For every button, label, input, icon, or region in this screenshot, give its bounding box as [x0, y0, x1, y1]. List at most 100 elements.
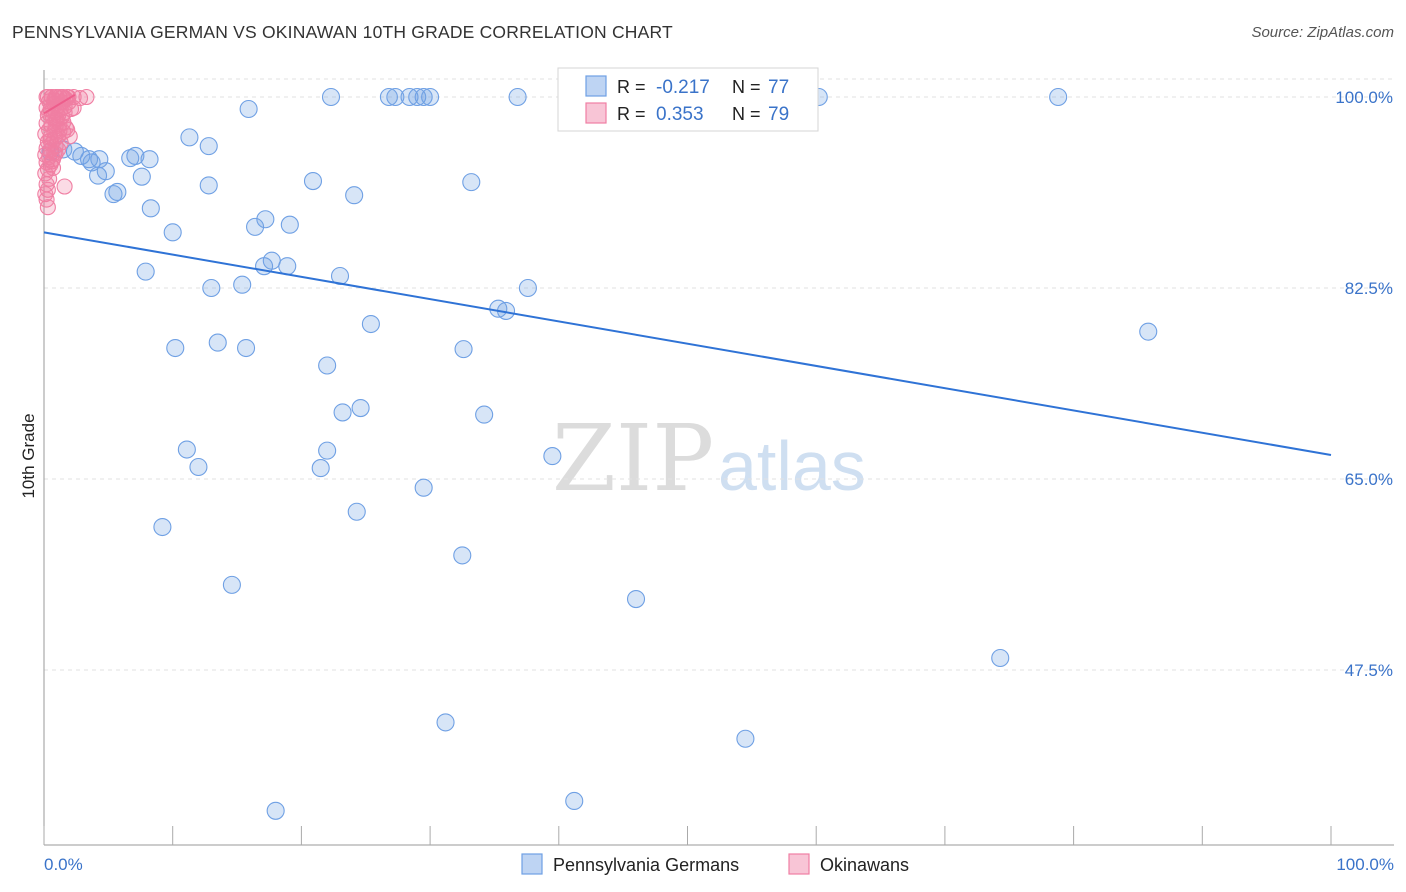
trendline-okinawans — [43, 93, 76, 115]
point-pennsylvania-germans — [475, 405, 494, 424]
source-label: Source: ZipAtlas.com — [1251, 24, 1394, 41]
point-pennsylvania-germans — [278, 257, 297, 276]
point-pennsylvania-germans — [318, 441, 337, 460]
y-axis-label: 10th Grade — [19, 413, 38, 498]
point-pennsylvania-germans — [414, 87, 433, 107]
point-pennsylvania-germans — [256, 210, 275, 229]
legend-swatch-pennsylvania-germans — [585, 75, 607, 97]
point-pennsylvania-germans — [239, 99, 258, 119]
watermark-atlas: atlas — [718, 427, 866, 505]
trendline-pennsylvania-germans — [43, 231, 1332, 456]
point-pennsylvania-germans — [199, 176, 218, 195]
point-okinawans — [47, 112, 64, 130]
point-pennsylvania-germans — [736, 729, 755, 748]
point-pennsylvania-germans — [351, 399, 370, 418]
point-okinawans — [78, 88, 95, 106]
point-pennsylvania-germans — [208, 333, 227, 352]
legend-r-label: R = — [617, 77, 646, 97]
point-pennsylvania-germans — [462, 173, 481, 192]
bottom-legend-label-okinawans: Okinawans — [820, 855, 909, 875]
point-pennsylvania-germans — [153, 517, 172, 537]
chart-title: PENNSYLVANIA GERMAN VS OKINAWAN 10TH GRA… — [12, 22, 673, 42]
point-pennsylvania-germans — [141, 199, 160, 218]
legend-swatch-okinawans — [585, 102, 607, 124]
point-okinawans — [39, 199, 56, 216]
point-pennsylvania-germans — [163, 223, 182, 242]
bottom-legend-label-pennsylvania-germans: Pennsylvania Germans — [553, 855, 739, 875]
point-pennsylvania-germans — [379, 87, 398, 107]
point-pennsylvania-germans — [303, 171, 323, 191]
point-pennsylvania-germans — [361, 314, 380, 334]
point-pennsylvania-germans — [518, 278, 537, 298]
bottom-legend: Pennsylvania Germans Okinawans — [521, 853, 909, 875]
legend-n-value-okinawans: 79 — [768, 104, 789, 125]
point-pennsylvania-germans — [246, 217, 265, 236]
point-pennsylvania-germans — [180, 128, 199, 147]
point-pennsylvania-germans — [202, 278, 221, 298]
y-tick-label: 65.0% — [1345, 470, 1393, 489]
point-pennsylvania-germans — [262, 251, 281, 270]
x-tick-label-max: 100.0% — [1336, 855, 1394, 874]
point-pennsylvania-germans — [1139, 322, 1158, 341]
point-pennsylvania-germans — [408, 87, 427, 107]
point-pennsylvania-germans — [222, 575, 241, 594]
legend-box — [557, 67, 819, 132]
legend-n-value-pennsylvania-germans: 77 — [768, 77, 789, 98]
point-pennsylvania-germans — [311, 459, 330, 478]
bottom-legend-swatch-pennsylvania-germans — [521, 853, 543, 875]
legend-r-value-okinawans: 0.353 — [656, 104, 704, 125]
point-pennsylvania-germans — [454, 340, 473, 359]
point-okinawans — [56, 178, 73, 195]
legend-n-label: N = — [732, 77, 761, 97]
point-pennsylvania-germans — [626, 590, 646, 609]
point-pennsylvania-germans — [177, 440, 196, 459]
point-pennsylvania-germans — [140, 150, 159, 169]
bottom-legend-swatch-okinawans — [788, 853, 810, 875]
x-tick-label-min: 0.0% — [44, 855, 83, 874]
point-pennsylvania-germans — [565, 791, 584, 811]
point-okinawans — [37, 186, 54, 203]
point-pennsylvania-germans — [132, 167, 151, 186]
point-pennsylvania-germans — [89, 166, 108, 185]
point-pennsylvania-germans — [333, 403, 352, 422]
point-pennsylvania-germans — [436, 713, 455, 732]
point-pennsylvania-germans — [414, 478, 433, 497]
point-pennsylvania-germans — [318, 356, 337, 375]
point-pennsylvania-germans — [237, 338, 256, 358]
point-pennsylvania-germans — [345, 186, 364, 205]
point-pennsylvania-germans — [126, 146, 145, 165]
y-tick-label: 47.5% — [1345, 661, 1393, 680]
point-pennsylvania-germans — [266, 801, 285, 820]
point-pennsylvania-germans — [1049, 87, 1068, 107]
point-pennsylvania-germans — [199, 137, 218, 156]
point-okinawans — [42, 132, 59, 149]
legend: R = -0.217 N = 77 R = 0.353 N = 79 — [557, 67, 819, 132]
point-pennsylvania-germans — [453, 546, 472, 565]
point-okinawans — [44, 159, 62, 176]
point-pennsylvania-germans — [386, 87, 405, 107]
legend-n-label: N = — [732, 104, 761, 124]
point-pennsylvania-germans — [280, 215, 299, 234]
point-pennsylvania-germans — [321, 87, 341, 107]
point-pennsylvania-germans — [508, 87, 527, 107]
point-pennsylvania-germans — [79, 150, 99, 169]
legend-r-label: R = — [617, 104, 646, 124]
point-okinawans — [59, 121, 76, 138]
y-tick-label: 100.0% — [1335, 88, 1393, 107]
y-tick-label: 82.5% — [1345, 279, 1393, 298]
point-pennsylvania-germans — [991, 648, 1010, 668]
watermark-zip: ZIP — [552, 405, 714, 512]
point-pennsylvania-germans — [166, 338, 185, 358]
point-pennsylvania-germans — [400, 87, 419, 107]
point-pennsylvania-germans — [136, 262, 155, 281]
point-pennsylvania-germans — [543, 447, 562, 466]
legend-r-value-pennsylvania-germans: -0.217 — [656, 77, 710, 98]
point-okinawans — [71, 90, 89, 107]
point-pennsylvania-germans — [233, 275, 252, 294]
point-okinawans — [43, 153, 60, 170]
point-pennsylvania-germans — [189, 457, 208, 477]
point-pennsylvania-germans — [421, 87, 440, 107]
point-pennsylvania-germans — [347, 502, 366, 521]
point-pennsylvania-germans — [108, 182, 127, 202]
